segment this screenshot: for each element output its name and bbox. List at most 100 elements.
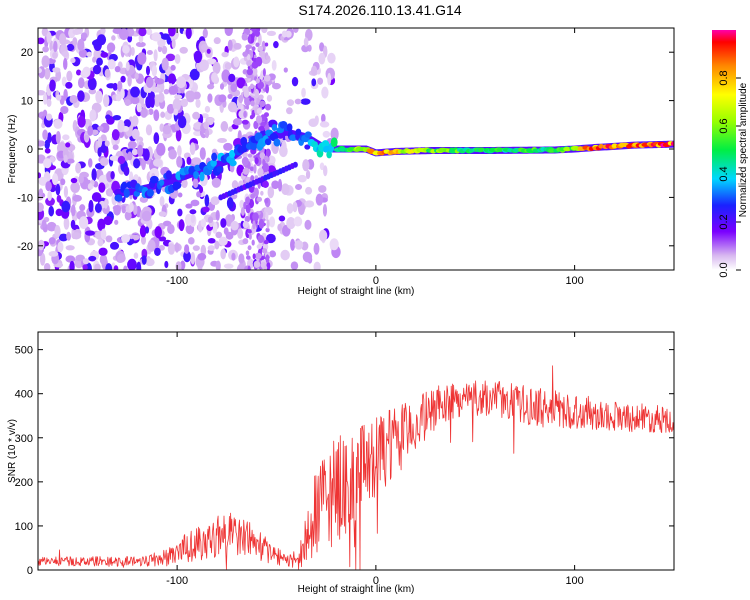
spectrogram-noise-blob (75, 254, 85, 262)
spectrogram-noise-blob (65, 142, 71, 148)
spectrogram-noise-blob (41, 219, 47, 228)
spectrogram-noise-blob (265, 148, 270, 158)
spectrogram-ridge-blob (210, 159, 217, 167)
spectrogram-noise-blob (241, 119, 249, 125)
spectrogram-noise-blob (38, 172, 42, 179)
snr-y-axis-label: SNR (10 * v/v) (7, 419, 18, 483)
spectrogram-noise-blob (252, 253, 256, 260)
spectrogram-noise-blob (127, 151, 133, 161)
spectrogram-noise-blob (213, 37, 221, 45)
spectrogram-ridge-blob (159, 179, 165, 186)
spectrogram-noise-blob (85, 230, 95, 236)
spectrogram-noise-blob (151, 87, 162, 93)
spectrogram-noise-blob (103, 94, 110, 108)
spectrogram-noise-blob (233, 42, 242, 50)
spectrogram-noise-blob (78, 216, 89, 229)
spectrogram-noise-blob (329, 238, 339, 251)
spectrogram-noise-blob (300, 98, 311, 105)
spectrogram-noise-blob (140, 107, 148, 118)
spectrogram-noise-blob (257, 235, 265, 243)
spectrogram-noise-blob (319, 162, 325, 171)
spectrogram-noise-blob (38, 37, 45, 45)
spectrogram-noise-blob (92, 64, 102, 75)
spectrogram-noise-blob (207, 238, 216, 244)
spectrogram-noise-blob (42, 109, 48, 117)
spectrogram-noise-blob (95, 90, 103, 104)
spectrogram-noise-blob (151, 65, 158, 77)
colorbar-ticks: 0.0 0.2 0.4 0.6 0.8 (718, 70, 741, 278)
spectrogram-noise-blob (63, 217, 70, 230)
spectrogram-noise-blob (247, 229, 253, 234)
spectrogram-noise-blob (42, 46, 49, 53)
spectrogram-noise-blob (248, 233, 252, 240)
spectrogram-noise-blob (286, 203, 294, 214)
spectrogram-noise-blob (220, 121, 229, 132)
spectrogram-noise-blob (242, 238, 249, 245)
spectrogram-noise-blob (99, 254, 108, 265)
spectrogram-noise-blob (279, 145, 288, 158)
spectrogram-x-tick-label: 0 (373, 275, 379, 287)
spectrogram-noise-blob (116, 253, 126, 263)
spectrogram-noise-blob (52, 67, 61, 73)
spectrogram-noise-blob (77, 77, 85, 89)
spectrogram-noise-blob (145, 226, 150, 234)
spectrogram-noise-blob (211, 72, 218, 83)
spectrogram-noise-blob (66, 43, 75, 52)
spectrogram-noise-blob (38, 202, 44, 213)
spectrogram-noise-blob (254, 157, 259, 165)
spectrogram-y-tick-label: -20 (17, 241, 33, 253)
spectrogram-noise-blob (135, 41, 146, 48)
spectrogram-noise-blob (55, 131, 61, 144)
colorbar-gradient (712, 30, 736, 270)
spectrogram-noise-blob (207, 117, 214, 126)
spectrogram-noise-blob (78, 49, 88, 58)
spectrogram-noise-blob (206, 48, 211, 54)
spectrogram-ridge-blob (273, 138, 281, 147)
spectrogram-noise-blob (161, 45, 168, 55)
spectrogram-noise-blob (261, 248, 268, 254)
spectrogram-noise-blob (224, 28, 233, 37)
spectrogram-noise-blob (207, 83, 215, 90)
spectrogram-noise-blob (137, 144, 144, 157)
spectrogram-noise-blob (45, 113, 53, 121)
spectrogram-noise-blob (257, 45, 264, 52)
spectrogram-noise-blob (46, 98, 52, 107)
spectrogram-noise-blob (255, 78, 260, 84)
spectrogram-noise-blob (322, 130, 331, 138)
spectrogram-noise-blob (49, 79, 56, 92)
spectrogram-noise-blob (170, 64, 176, 71)
spectrogram-noise-blob (230, 83, 238, 93)
spectrogram-noise-blob (240, 207, 245, 216)
spectrogram-noise-blob (97, 125, 104, 132)
spectrogram-noise-blob (242, 151, 248, 158)
spectrogram-noise-blob (41, 28, 49, 37)
spectrogram-noise-blob (251, 239, 255, 246)
spectrogram-ridge-blob (286, 123, 293, 132)
spectrogram-noise-blob (227, 39, 233, 51)
spectrogram-ridge-blob (295, 128, 302, 136)
snr-ticks: -100 0 100 0 100 200 300 400 500 (15, 332, 674, 587)
spectrogram-noise-blob (42, 129, 48, 141)
spectrogram-x-axis-label: Height of straight line (km) (298, 286, 415, 297)
spectrogram-noise-blob (261, 28, 268, 34)
spectrogram-noise-blob (53, 40, 58, 53)
spectrogram-noise-blob (127, 258, 137, 270)
spectrogram-noise-blob (165, 53, 176, 62)
spectrogram-noise-blob (185, 213, 193, 226)
spectrogram-noise-blob (57, 241, 64, 253)
spectrogram-noise-blob (199, 59, 209, 71)
spectrogram-noise-blob (42, 92, 48, 105)
spectrogram-noise-blob (219, 83, 225, 90)
spectrogram-noise-blob (238, 253, 245, 264)
spectrogram-x-tick-label: -100 (166, 275, 188, 287)
spectrogram-noise-blob (220, 218, 227, 228)
spectrogram-noise-blob (232, 118, 243, 126)
spectrogram-noise-blob (161, 57, 169, 71)
spectrogram-noise-blob (231, 252, 236, 261)
spectrogram-noise-blob (330, 127, 339, 141)
snr-x-axis-label: Height of straight line (km) (298, 584, 415, 595)
spectrogram-noise-blob (177, 208, 183, 217)
spectrogram-noise-blob (310, 65, 318, 76)
spectrogram-noise-blob (173, 108, 179, 116)
